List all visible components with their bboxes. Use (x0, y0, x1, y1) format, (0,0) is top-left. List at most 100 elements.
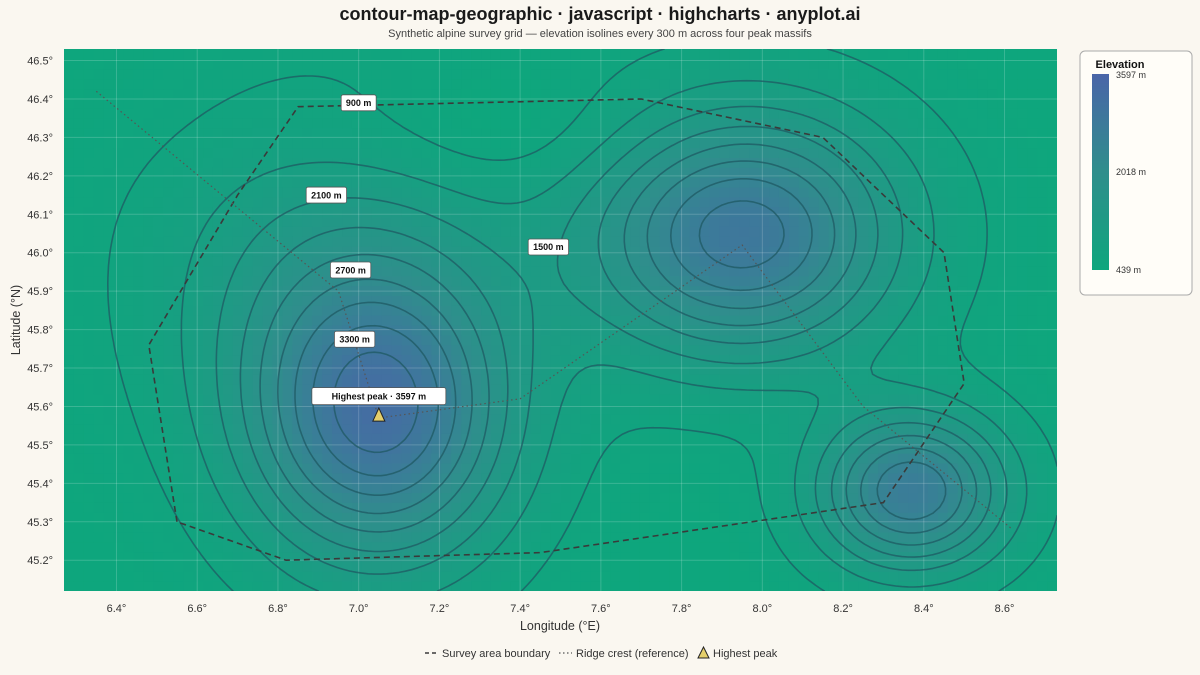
heat-cell (600, 453, 611, 464)
heat-cell (848, 137, 859, 149)
heat-cell (64, 265, 75, 277)
heat-cell (262, 453, 274, 464)
heat-cell (630, 571, 641, 582)
heat-cell (173, 78, 184, 90)
heat-cell (490, 127, 502, 139)
heat-cell (888, 571, 899, 582)
heat-cell (699, 196, 711, 208)
heat-cell (679, 374, 691, 385)
heat-cell (490, 512, 502, 523)
heat-cell (411, 295, 423, 306)
heat-cell (769, 324, 780, 336)
heat-cell (401, 472, 413, 484)
heat-cell (659, 413, 671, 425)
heat-cell (669, 226, 681, 237)
heat-cell (888, 196, 899, 208)
heat-cell (649, 68, 661, 80)
heat-cell (381, 472, 393, 484)
heat-cell (391, 315, 403, 326)
heat-cell (93, 88, 105, 99)
heat-cell (193, 147, 204, 158)
heat-cell (401, 561, 413, 572)
heat-cell (828, 68, 840, 80)
heat-cell (451, 58, 462, 70)
heat-cell (282, 413, 293, 425)
heat-cell (769, 551, 780, 563)
heat-cell (878, 344, 889, 356)
heat-cell (759, 177, 770, 188)
heat-cell (719, 265, 730, 277)
heat-cell (441, 482, 452, 494)
heat-cell (898, 255, 909, 267)
heat-cell (143, 551, 154, 563)
heat-cell (153, 522, 164, 533)
heat-cell (401, 137, 413, 149)
heat-cell (749, 98, 760, 109)
heat-cell (332, 167, 343, 178)
heat-cell (898, 522, 909, 533)
heat-cell (808, 393, 820, 405)
heat-cell (103, 147, 115, 158)
heat-cell (689, 344, 701, 356)
heat-cell (639, 334, 651, 346)
heat-cell (937, 531, 949, 543)
heat-cell (649, 433, 661, 444)
heat-cell (937, 551, 949, 563)
heat-cell (848, 571, 859, 582)
heat-cell (272, 68, 284, 80)
heat-cell (709, 186, 720, 198)
heat-cell (242, 462, 254, 474)
heat-cell (222, 512, 234, 523)
heat-cell (371, 167, 383, 178)
heat-cell (927, 502, 939, 513)
heat-cell (461, 157, 472, 168)
heat-cell (669, 206, 681, 218)
heat-cell (560, 462, 572, 474)
heat-cell (699, 88, 711, 99)
heat-cell (242, 482, 254, 494)
heat-cell (630, 295, 641, 306)
heat-cell (947, 403, 959, 415)
heat-cell (590, 315, 601, 326)
heat-cell (342, 216, 353, 227)
heat-cell (659, 354, 671, 365)
heat-cell (133, 492, 145, 503)
heat-cell (421, 305, 433, 316)
heat-cell (759, 108, 770, 119)
heat-cell (83, 78, 95, 90)
heat-cell (282, 305, 293, 316)
heat-cell (73, 157, 85, 168)
heat-cell (272, 453, 284, 464)
heat-cell (183, 147, 194, 158)
heat-cell (431, 265, 442, 277)
heat-cell (590, 68, 601, 80)
heat-cell (490, 49, 502, 60)
heat-cell (222, 68, 234, 80)
heat-cell (630, 246, 641, 257)
heat-cell (550, 186, 562, 198)
heat-cell (461, 472, 472, 484)
heat-cell (173, 186, 184, 198)
heat-cell (917, 275, 929, 287)
heat-cell (937, 265, 949, 277)
heat-cell (659, 196, 671, 208)
heat-cell (203, 78, 214, 90)
heat-cell (510, 226, 522, 237)
heat-cell (421, 571, 433, 582)
heat-cell (332, 58, 343, 70)
heat-cell (401, 147, 413, 158)
heat-cell (848, 344, 859, 356)
heat-cell (302, 295, 313, 306)
heat-cell (729, 305, 740, 316)
heat-cell (490, 88, 502, 99)
heat-cell (769, 127, 780, 139)
heat-cell (937, 482, 949, 494)
heat-cell (868, 433, 879, 444)
heat-cell (83, 482, 95, 494)
heat-cell (361, 88, 373, 99)
heat-cell (937, 571, 949, 582)
heat-cell (282, 226, 293, 237)
heat-cell (808, 108, 820, 119)
heat-cell (381, 315, 393, 326)
heat-cell (83, 265, 95, 277)
